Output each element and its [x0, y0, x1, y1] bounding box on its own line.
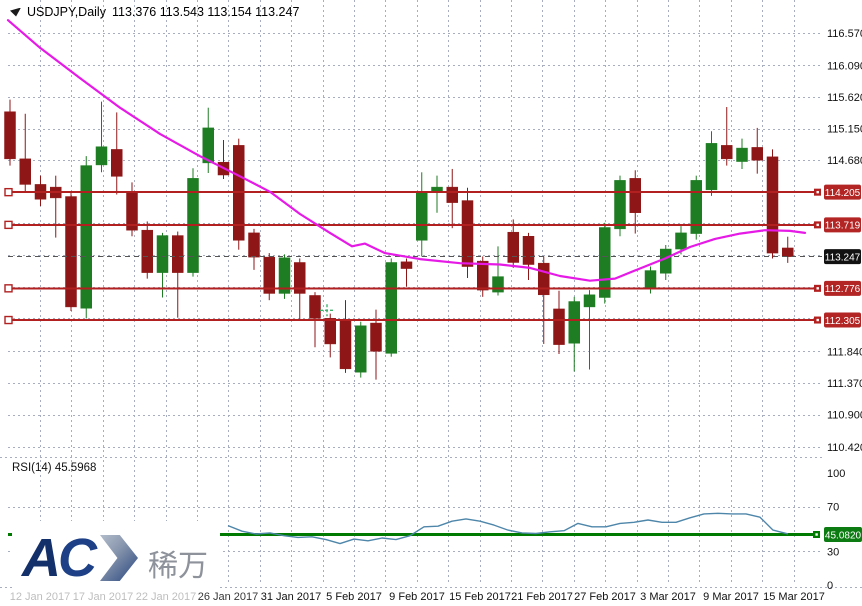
candle-body	[629, 178, 641, 213]
line-price-badge	[824, 184, 861, 200]
line-price-badge	[824, 217, 861, 233]
line-left-handle[interactable]	[4, 187, 13, 197]
price-axis-label: 110.420	[827, 442, 862, 454]
rsi-axis-label: 30	[827, 546, 839, 558]
rsi-indicator-label: RSI(14) 45.5968	[12, 462, 97, 474]
line-pointer-dot	[816, 318, 819, 322]
candle-body	[172, 235, 184, 273]
candle-body	[141, 229, 153, 273]
line-left-handle[interactable]	[4, 284, 13, 293]
candle-body	[248, 232, 260, 258]
price-axis-label: 110.900	[827, 410, 862, 422]
candle-body	[355, 325, 367, 373]
candle-body	[416, 191, 428, 241]
candle-body	[385, 262, 397, 354]
candle-body	[736, 147, 748, 162]
line-pointer-dot	[816, 190, 819, 194]
logo-letter-a: A	[22, 528, 61, 588]
current-price-badge-text: 113.247	[825, 252, 861, 263]
candle-body	[766, 156, 779, 254]
candle-body	[446, 186, 458, 203]
price-axis-label: 116.570	[827, 28, 862, 40]
price-axis-label: 114.680	[827, 155, 862, 167]
candle-body	[583, 294, 596, 308]
line-price-badge	[824, 312, 861, 328]
candle-body	[568, 301, 580, 344]
candle-body	[309, 295, 321, 319]
rsi-value-badge-text: 45.0820	[825, 530, 862, 541]
line-price-badge-text: 113.719	[825, 221, 861, 232]
line-left-handle[interactable]	[4, 315, 13, 325]
candle-body	[370, 322, 382, 352]
candle-body	[492, 276, 504, 293]
price-axis-label: 111.840	[827, 346, 862, 358]
candle-body	[599, 227, 611, 298]
candle-body	[614, 180, 626, 230]
price-axis-label: 115.150	[827, 124, 862, 136]
current-price-badge	[824, 249, 861, 265]
ohlc-values: 113.376 113.543 113.154 113.247	[111, 5, 300, 19]
candle-body	[202, 127, 214, 164]
candle-body	[751, 147, 763, 161]
candle-body	[80, 165, 92, 309]
price-axis-label: 116.090	[827, 60, 862, 72]
candle-body	[660, 248, 672, 274]
line-price-badge-text: 112.305	[825, 316, 861, 327]
logo-letter-c: C	[58, 528, 97, 588]
candle-body	[294, 262, 306, 294]
logo-chinese-text: 稀万	[148, 550, 208, 583]
candle-body	[507, 231, 519, 263]
line-price-badge-text: 112.776	[825, 284, 861, 295]
moving-average-line	[6, 19, 807, 282]
candle-body	[644, 270, 657, 289]
price-axis-label: 111.370	[827, 378, 862, 390]
candle-body	[705, 143, 718, 191]
logo-chevron-icon	[100, 535, 138, 581]
chart-title: USDJPY,Daily 113.376 113.543 113.154 113…	[10, 5, 299, 19]
candle-body	[339, 320, 352, 370]
symbol-timeframe-label: USDJPY,Daily	[27, 5, 106, 19]
candle-body	[95, 146, 108, 166]
candle-body	[477, 260, 489, 291]
rsi-line	[227, 512, 789, 545]
candle-body	[278, 257, 291, 294]
line-left-handle[interactable]	[4, 220, 13, 230]
rsi-axis-label: 100	[827, 468, 845, 480]
candle-body	[538, 262, 550, 296]
candle-body	[431, 186, 443, 193]
candle-body	[156, 235, 169, 273]
candle-body	[782, 247, 794, 257]
candle-body	[324, 318, 336, 345]
candle-body	[65, 196, 77, 308]
candle-body	[721, 145, 733, 160]
rsi-axis-label: 70	[827, 502, 839, 514]
candle-body	[553, 308, 565, 345]
rsi-pointer-dot	[815, 533, 818, 536]
rsi-value-badge	[824, 527, 862, 543]
symbol-marker-icon	[10, 7, 21, 17]
rsi-axis-label: 0	[827, 580, 833, 592]
candle-body	[675, 232, 687, 250]
price-axis-label: 115.620	[827, 92, 862, 104]
candle-body	[522, 235, 535, 265]
line-price-badge-text: 114.205	[825, 188, 861, 199]
line-pointer-dot	[816, 223, 819, 227]
line-price-badge	[824, 280, 861, 296]
broker-logo: A C 稀万	[12, 521, 220, 595]
candle-body	[400, 261, 413, 269]
candle-body	[111, 149, 123, 177]
candle-body	[19, 158, 31, 185]
candle-body	[461, 200, 474, 267]
candle-body	[4, 111, 16, 160]
candle-body	[690, 180, 702, 234]
line-pointer-dot	[816, 287, 819, 290]
